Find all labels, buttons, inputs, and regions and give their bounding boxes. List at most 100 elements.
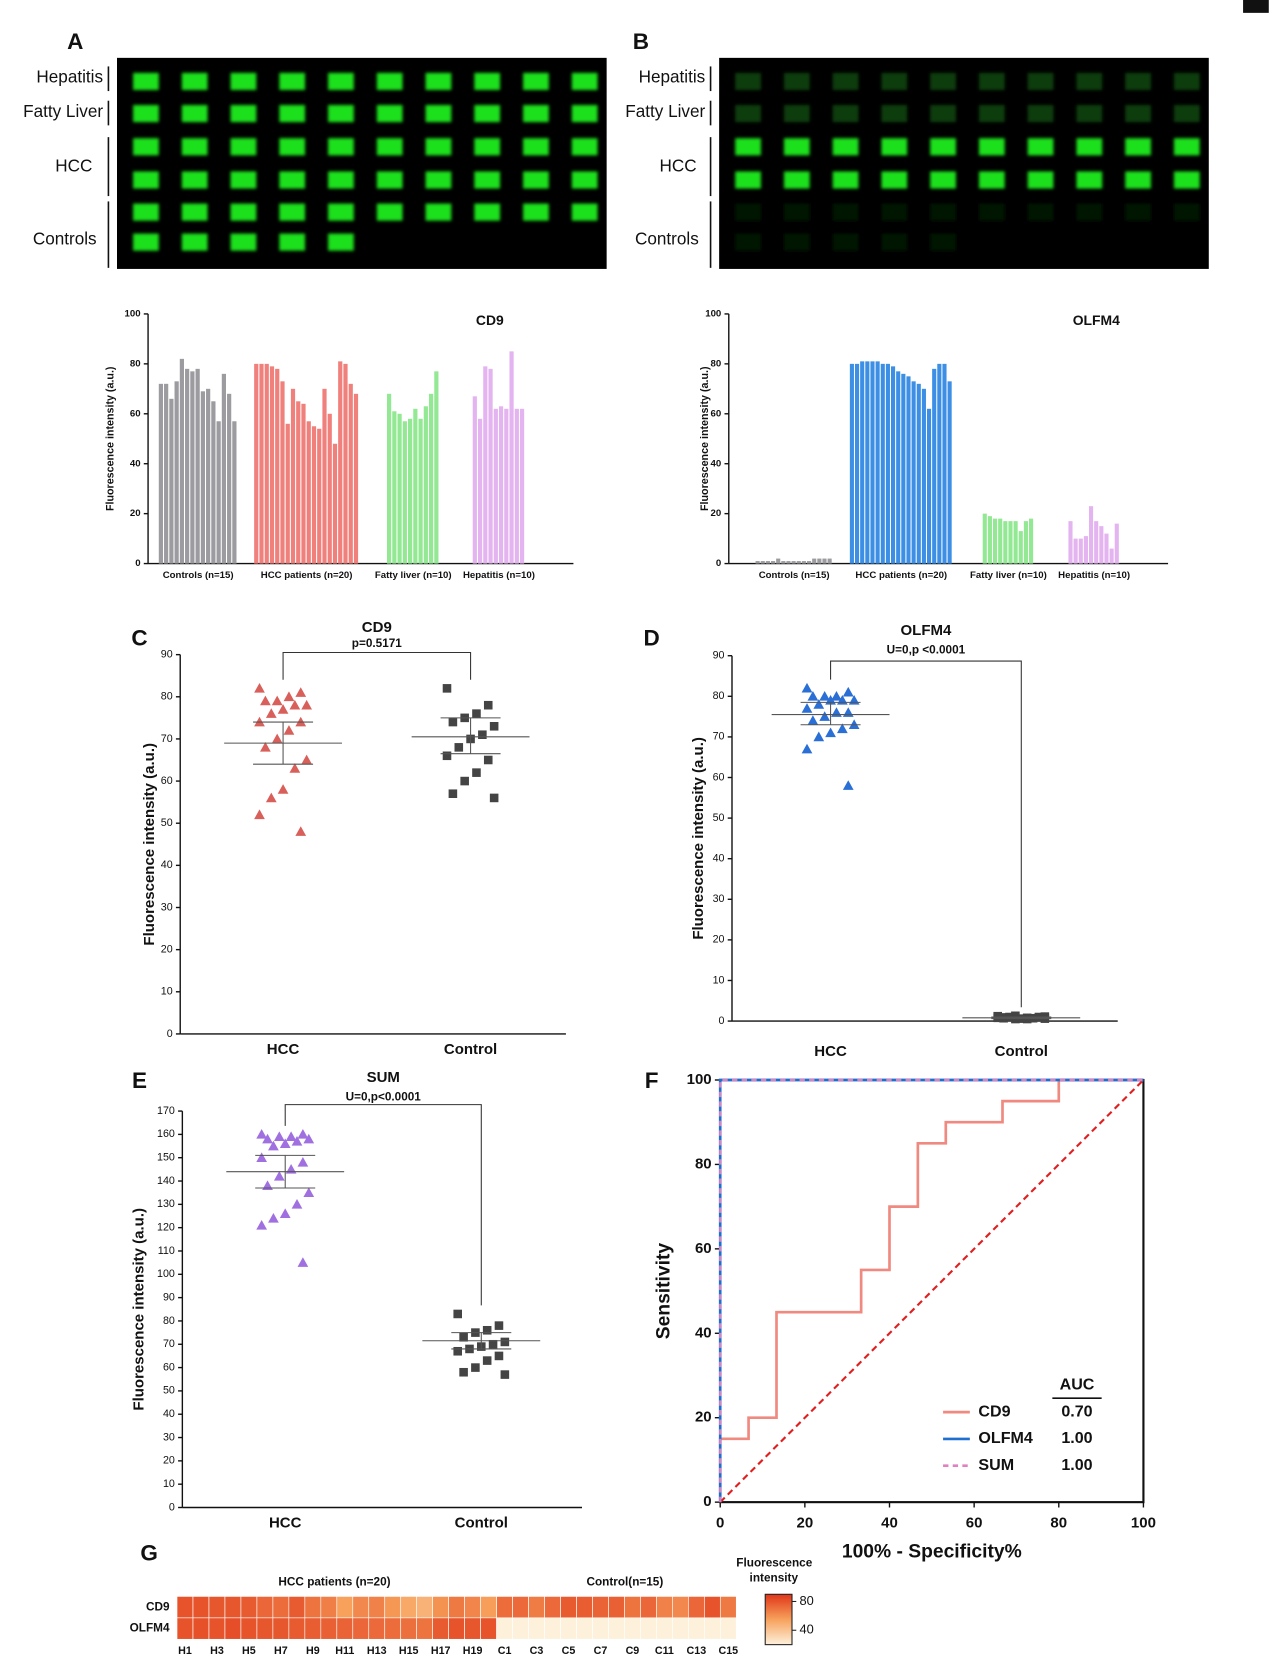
blot-spot xyxy=(181,203,208,221)
blot-spot xyxy=(279,72,306,90)
blot-spot xyxy=(832,233,859,251)
column-label: C13 xyxy=(687,1645,707,1657)
blot-spot xyxy=(930,203,956,221)
y-axis-label: Fluorescence intensity (a.u.) xyxy=(104,366,116,511)
heat-cell xyxy=(352,1617,370,1640)
blot-spot xyxy=(881,105,908,123)
x-tick-label: 60 xyxy=(966,1515,983,1532)
bar xyxy=(1068,521,1073,564)
y-tick-label: 20 xyxy=(713,934,725,946)
point xyxy=(297,1157,309,1167)
panel-letter: F xyxy=(645,1068,659,1093)
row-label: HCC xyxy=(660,156,697,176)
point xyxy=(265,708,277,718)
y-tick-label: 70 xyxy=(713,731,725,743)
blot-spot xyxy=(1125,203,1151,221)
point xyxy=(472,768,481,777)
blot-spot xyxy=(425,105,452,123)
chart-title: CD9 xyxy=(476,312,504,328)
legend-label: OLFM4 xyxy=(978,1429,1032,1447)
heat-cell xyxy=(544,1617,561,1640)
blot-spot xyxy=(328,233,354,251)
y-tick-label: 60 xyxy=(713,771,725,783)
y-tick-label: 60 xyxy=(130,408,141,419)
group-label: Fatty liver (n=10) xyxy=(970,570,1047,581)
heat-cell xyxy=(464,1617,481,1640)
point xyxy=(271,733,283,744)
bar xyxy=(1008,521,1013,564)
blot-spot xyxy=(1027,171,1054,189)
y-tick-label: 80 xyxy=(130,358,141,369)
heat-cell xyxy=(624,1617,641,1640)
point xyxy=(268,1140,279,1151)
roc-line xyxy=(719,1078,1144,1503)
bar xyxy=(402,421,407,564)
y-tick-label: 0 xyxy=(716,558,721,569)
y-tick-label: 20 xyxy=(161,943,173,955)
point xyxy=(277,784,289,794)
heat-cell xyxy=(224,1617,242,1640)
y-tick-label: 60 xyxy=(695,1240,712,1257)
blot-spot xyxy=(328,138,354,156)
point xyxy=(1011,1011,1020,1021)
column-label: H9 xyxy=(306,1645,320,1657)
point xyxy=(256,1129,267,1139)
point xyxy=(819,690,831,701)
point xyxy=(303,1133,315,1144)
significance-bracket xyxy=(282,651,472,680)
point xyxy=(819,711,831,721)
bar xyxy=(865,361,870,564)
bar xyxy=(493,408,498,564)
bar xyxy=(185,368,190,564)
bar xyxy=(1078,538,1083,564)
point xyxy=(256,1152,267,1162)
y-tick-label: 100 xyxy=(157,1268,175,1280)
row-label: OLFM4 xyxy=(130,1622,170,1635)
panel-letter: G xyxy=(140,1541,158,1566)
blot-spot xyxy=(881,72,908,90)
row-label: CD9 xyxy=(146,1600,170,1613)
bar xyxy=(870,361,875,564)
group-label: Hepatitis (n=10) xyxy=(463,570,535,581)
bar xyxy=(911,381,916,564)
blot-spot xyxy=(735,105,761,123)
point xyxy=(494,1351,504,1361)
blot-spot xyxy=(571,138,598,156)
point xyxy=(489,722,499,731)
y-tick-label: 100 xyxy=(705,308,721,319)
blot-spot xyxy=(1173,105,1200,123)
blot-spot xyxy=(1076,203,1103,221)
bar xyxy=(408,418,413,564)
bar xyxy=(227,393,232,564)
point xyxy=(831,707,842,717)
blot-spot xyxy=(735,203,761,221)
blot-spot xyxy=(930,233,956,251)
blot-spot xyxy=(523,203,549,221)
point xyxy=(442,684,452,693)
heat-cell xyxy=(656,1617,673,1640)
corner-mark xyxy=(1243,0,1269,13)
y-tick-label: 0 xyxy=(719,1015,725,1027)
bar xyxy=(338,361,343,564)
x-tick-label: 0 xyxy=(716,1515,724,1532)
bar xyxy=(280,381,285,564)
bar xyxy=(179,358,184,564)
bar xyxy=(285,423,290,564)
bar xyxy=(519,408,525,564)
bar xyxy=(1114,523,1119,564)
y-tick-label: 150 xyxy=(157,1152,175,1164)
blot-spot xyxy=(230,171,257,189)
blot-spot xyxy=(133,203,159,221)
heat-cell xyxy=(272,1596,290,1619)
point xyxy=(453,1346,462,1356)
blot-spot xyxy=(279,138,306,156)
heat-cell xyxy=(624,1596,641,1619)
bar xyxy=(397,413,402,564)
y-tick-label: 20 xyxy=(130,508,141,519)
blot-spot xyxy=(1027,203,1054,221)
y-tick-label: 50 xyxy=(163,1385,175,1397)
bar xyxy=(348,383,353,564)
y-tick-label: 40 xyxy=(161,859,173,871)
chart-title: OLFM4 xyxy=(901,622,952,639)
blot-spot xyxy=(425,72,452,90)
